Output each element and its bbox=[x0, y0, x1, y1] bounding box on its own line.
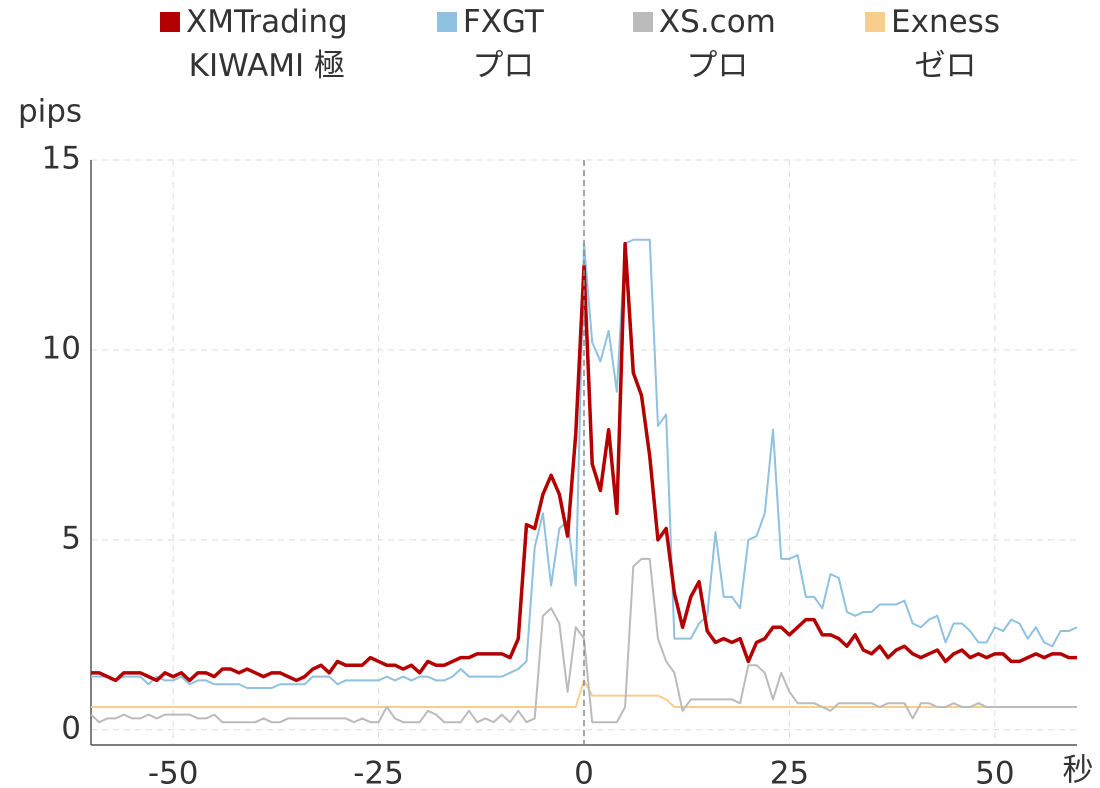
legend-swatch bbox=[865, 12, 886, 32]
x-tick-label: 25 bbox=[770, 756, 809, 788]
legend-label: XMTrading KIWAMI 極 bbox=[186, 4, 348, 84]
y-tick-label: 0 bbox=[61, 710, 81, 746]
y-tick-label: 15 bbox=[42, 141, 81, 177]
x-tick-label: 0 bbox=[574, 756, 594, 788]
y-tick-label: 5 bbox=[61, 520, 81, 556]
x-tick-label: -25 bbox=[353, 756, 404, 788]
x-tick-label: -50 bbox=[148, 756, 199, 788]
series-line bbox=[91, 241, 1077, 683]
y-tick-label: 10 bbox=[42, 330, 81, 366]
legend-swatch bbox=[436, 12, 457, 32]
legend-item: XMTrading KIWAMI 極 bbox=[160, 0, 348, 88]
y-axis-label: pips bbox=[18, 94, 82, 130]
legend-swatch bbox=[160, 12, 180, 32]
legend-item: Exness ゼロ bbox=[865, 0, 1000, 88]
legend: XMTrading KIWAMI 極 FXGT プロ XS.com プロ Exness… bbox=[160, 0, 1000, 88]
legend-label: XS.com プロ bbox=[658, 4, 776, 84]
series-line bbox=[90, 557, 1077, 724]
x-tick-label: 50 bbox=[975, 756, 1014, 788]
legend-item: XS.com プロ bbox=[632, 0, 776, 88]
x-axis-label: 秒 bbox=[1063, 753, 1094, 788]
legend-label: Exness ゼロ bbox=[891, 4, 1000, 84]
legend-item: FXGT プロ bbox=[436, 0, 544, 88]
legend-swatch bbox=[632, 12, 653, 32]
legend-label: FXGT プロ bbox=[462, 4, 544, 84]
